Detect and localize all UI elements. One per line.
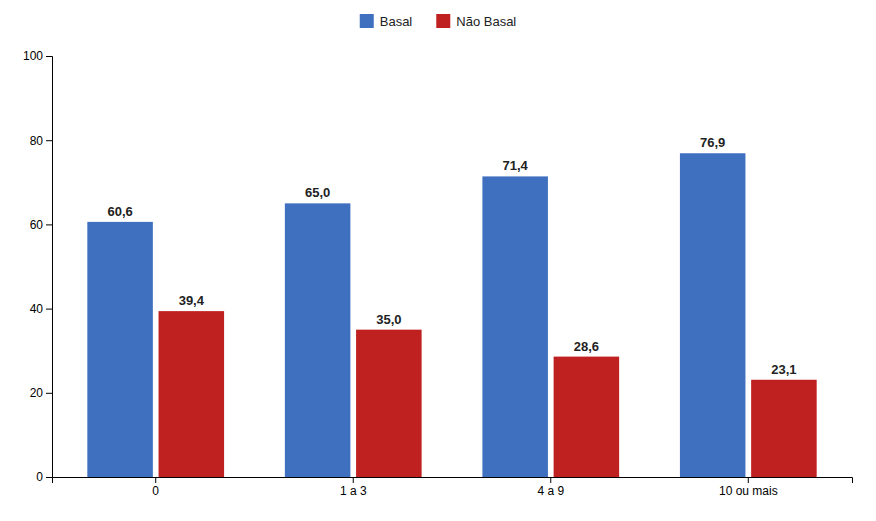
legend-item: Basal — [360, 14, 413, 29]
tick-label: 4 a 9 — [537, 484, 564, 498]
tick-mark — [155, 477, 156, 483]
bar — [680, 153, 746, 477]
tick-mark — [46, 224, 52, 225]
legend-label: Não Basal — [456, 14, 516, 29]
tick-label: 80 — [30, 134, 44, 148]
legend-label: Basal — [380, 14, 413, 29]
bar — [482, 176, 548, 477]
data-label: 39,4 — [179, 293, 205, 308]
data-label: 71,4 — [502, 158, 528, 173]
axis-line — [53, 478, 853, 484]
bar — [356, 330, 422, 477]
tick-mark — [46, 56, 52, 57]
data-label: 35,0 — [376, 312, 401, 327]
bar — [87, 222, 153, 477]
tick-label: 40 — [30, 302, 44, 316]
axis-line — [46, 57, 53, 478]
tick: 10 ou mais — [719, 477, 778, 498]
data-label: 76,9 — [700, 135, 725, 150]
tick-mark — [46, 393, 52, 394]
chart: 60,6 65,0 71,4 76,9 39,4 35,0 28,6 23,1 0 20 40 60 8… — [0, 0, 876, 521]
data-label: 65,0 — [305, 185, 330, 200]
bar — [159, 311, 225, 477]
data-labels: 60,6 65,0 71,4 76,9 39,4 35,0 28,6 23,1 — [107, 135, 796, 376]
tick: 40 — [30, 302, 52, 316]
tick: 0 — [36, 470, 52, 484]
tick-label: 10 ou mais — [719, 484, 778, 498]
data-label: 28,6 — [574, 339, 599, 354]
tick-label: 0 — [152, 484, 159, 498]
tick-label: 1 a 3 — [340, 484, 367, 498]
bar — [751, 380, 817, 477]
tick: 4 a 9 — [537, 477, 564, 498]
tick: 20 — [30, 386, 52, 400]
tick-label: 0 — [36, 470, 43, 484]
bar — [285, 203, 351, 477]
legend-swatch — [360, 14, 374, 28]
data-label: 60,6 — [107, 204, 132, 219]
tick-label: 100 — [23, 49, 43, 63]
bars — [87, 153, 816, 477]
tick: 100 — [23, 49, 52, 63]
tick: 80 — [30, 134, 52, 148]
legend: Basal Não Basal — [360, 14, 517, 29]
tick-mark — [353, 477, 354, 483]
tick-mark — [550, 477, 551, 483]
tick-mark — [748, 477, 749, 483]
tick-label: 20 — [30, 386, 44, 400]
data-label: 23,1 — [771, 362, 796, 377]
x-axis: 0 1 a 3 4 a 9 10 ou mais — [53, 477, 853, 498]
tick-label: 60 — [30, 218, 44, 232]
legend-item: Não Basal — [436, 14, 516, 29]
tick-mark — [46, 309, 52, 310]
tick-mark — [46, 140, 52, 141]
tick-mark — [46, 477, 52, 478]
y-axis: 0 20 40 60 80 100 — [23, 49, 53, 484]
legend-swatch — [436, 14, 450, 28]
bar — [554, 357, 620, 477]
tick: 0 — [152, 477, 159, 498]
plot: 60,6 65,0 71,4 76,9 39,4 35,0 28,6 23,1 0 20 40 60 8… — [23, 49, 853, 497]
tick: 60 — [30, 218, 52, 232]
tick: 1 a 3 — [340, 477, 367, 498]
